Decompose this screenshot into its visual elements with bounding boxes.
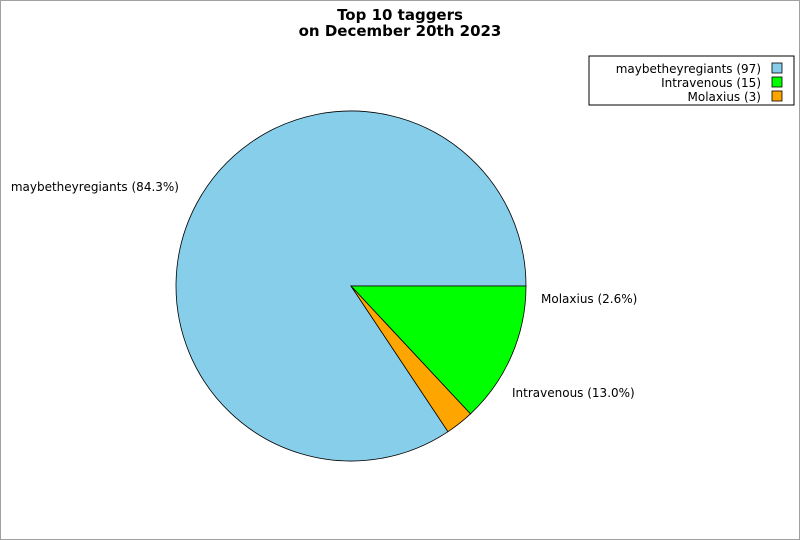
pie-slice-molaxius <box>350 285 472 433</box>
slice-label-molaxius: Molaxius (2.6%) <box>541 292 637 306</box>
legend-box <box>588 55 795 106</box>
slice-label-maybetheyregiants: maybetheyregiants (84.3%) <box>11 180 179 194</box>
legend-swatch-intravenous <box>771 76 783 88</box>
legend: maybetheyregiants (97)Intravenous (15)Mo… <box>588 55 795 106</box>
legend-entry-molaxius: Molaxius (3) <box>688 90 762 104</box>
legend-entry-maybetheyregiants: maybetheyregiants (97) <box>616 62 761 76</box>
pie-slice-intravenous <box>350 285 527 415</box>
pie-slices <box>175 110 527 462</box>
legend-entry-intravenous: Intravenous (15) <box>661 76 761 90</box>
chart-title: Top 10 taggers <box>337 6 463 24</box>
legend-swatch-molaxius <box>771 90 783 102</box>
slice-label-intravenous: Intravenous (13.0%) <box>512 386 635 400</box>
legend-swatch-maybetheyregiants <box>771 62 783 74</box>
slice-labels: maybetheyregiants (84.3%) Intravenous (13… <box>11 180 638 400</box>
chart-subtitle: on December 20th 2023 <box>299 22 502 40</box>
